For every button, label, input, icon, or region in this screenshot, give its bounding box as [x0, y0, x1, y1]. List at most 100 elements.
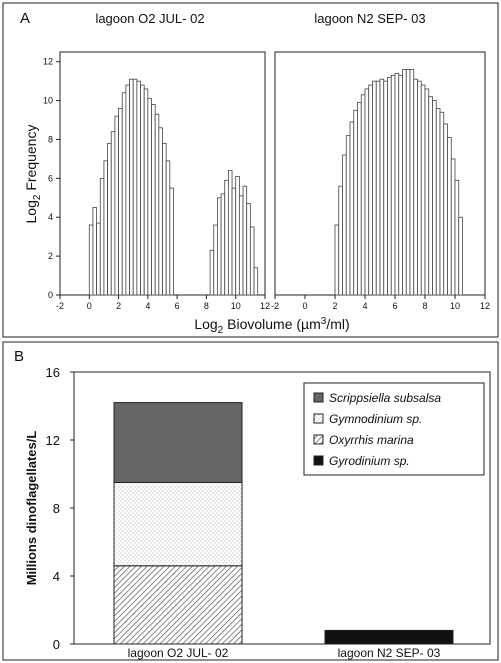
chart1-x-tick-label: 10: [231, 301, 241, 311]
chart2-bar: [394, 72, 400, 296]
chart1-bar: [220, 193, 226, 296]
chart3-legend-swatch: [313, 413, 324, 424]
chart2-bars: [334, 69, 463, 296]
chart1-bar: [121, 92, 127, 296]
chart1-bar: [143, 88, 149, 296]
chart1-y-axis-label: Log2 Frequency: [23, 125, 43, 224]
chart1-bar: [253, 267, 259, 296]
chart2-bar: [334, 224, 340, 296]
chart3-legend-swatch: [313, 455, 324, 466]
chart2-x-tick-label: 2: [332, 301, 337, 311]
chart3-legend-swatch: [313, 434, 324, 445]
chart1-x-tick-label: 0: [87, 301, 92, 311]
chart1-x-tick-label: 6: [175, 301, 180, 311]
chart2-bar: [338, 185, 343, 296]
chart1-bar: [132, 78, 138, 296]
chart2-bar: [435, 107, 441, 296]
chart1-bar: [213, 224, 218, 296]
chart1-bar: [246, 203, 251, 296]
chart1-bar: [217, 197, 222, 296]
chart1-bar: [154, 113, 160, 296]
chart1-bar: [92, 207, 98, 296]
chart1-bar: [88, 224, 94, 296]
chart2-bar: [439, 111, 445, 296]
chart1-bar: [103, 160, 108, 296]
chart-a-x-axis-label: Log2 Biovolume (µm3/ml): [194, 316, 349, 336]
chart1-y-tick-label: 4: [48, 212, 53, 222]
chart1-bar: [242, 185, 248, 296]
chart2-bar: [432, 100, 437, 296]
chart2-bar: [349, 121, 355, 296]
chart1-bar: [110, 131, 116, 296]
chart3-bar-segment: [324, 629, 454, 645]
chart3-y-tick-label: 16: [46, 365, 60, 380]
chart3-y-tick-label: 4: [53, 569, 60, 584]
chart1-bar: [118, 107, 123, 296]
chart1-bar: [140, 84, 145, 296]
chart1-y-tick-label: 6: [48, 173, 53, 183]
chart3-legend-label: Oxyrrhis marina: [329, 433, 414, 447]
chart2-bar: [398, 74, 403, 296]
chart1-bar: [147, 98, 152, 296]
chart2-bar: [357, 102, 362, 296]
chart3-y-axis-label: Millions dinoflagellates/L: [24, 431, 39, 586]
chart3-y-tick-label: 8: [53, 501, 60, 516]
chart2-bar: [409, 69, 415, 296]
chart3-bar-segment: [113, 402, 243, 484]
chart1-y-tick-label: 8: [48, 134, 53, 144]
chart1-x-tick-label: 12: [260, 301, 270, 311]
chart2-bar: [417, 80, 422, 296]
chart1-bars: [88, 78, 259, 296]
chart2-x-tick-label: 12: [480, 301, 490, 311]
chart3-bars: [113, 402, 454, 645]
chart1-bar: [235, 176, 240, 296]
chart2-bar: [420, 84, 426, 296]
chart1-y-tick-label: 12: [43, 57, 53, 67]
chart3-bar-segment: [113, 565, 243, 645]
chart1-bar: [227, 170, 233, 296]
chart3-category-label: lagoon N2 SEP- 03: [338, 646, 441, 660]
chart1-bar: [136, 80, 141, 296]
chart2-bar: [368, 84, 373, 296]
chart2-bar: [387, 76, 392, 296]
panel-b-frame: [2, 341, 499, 661]
panel-a-label: A: [20, 10, 30, 27]
chart2-bar: [405, 69, 411, 296]
chart1-bar: [169, 187, 174, 296]
chart2-bar: [353, 109, 358, 296]
chart3-legend-label: Gyrodinium sp.: [329, 454, 410, 468]
chart1-bar: [151, 104, 156, 296]
chart2-bar: [360, 94, 366, 296]
chart2-bar: [428, 96, 433, 296]
chart3-y-tick-label: 0: [53, 637, 60, 652]
chart3-y-tick-label: 12: [46, 433, 60, 448]
chart1-x-tick-label: -2: [56, 301, 64, 311]
chart1-bar: [249, 226, 255, 296]
chart2-bar: [443, 123, 448, 296]
chart1-bar: [158, 127, 163, 296]
chart1-bar: [99, 177, 105, 296]
chart1-bar: [231, 187, 237, 296]
chart2-bar: [424, 88, 430, 296]
chart2-bar: [342, 154, 347, 296]
chart2-title: lagoon N2 SEP- 03: [314, 11, 425, 26]
chart1-bar: [162, 142, 167, 296]
chart2-bar: [454, 179, 460, 296]
chart1-bar: [96, 222, 101, 296]
chart2-bar: [345, 135, 351, 296]
chart2-bar: [458, 216, 463, 296]
chart2-x-tick-label: 8: [422, 301, 427, 311]
chart1-bar: [209, 249, 215, 296]
chart1-x-tick-label: 8: [204, 301, 209, 311]
chart2-x-tick-label: 0: [302, 301, 307, 311]
chart3-category-label: lagoon O2 JUL- 02: [128, 646, 229, 660]
chart3-legend-box: [303, 382, 485, 476]
chart2-bar: [402, 69, 407, 296]
chart1-y-tick-label: 10: [43, 96, 53, 106]
chart3-legend: Scrippsiella subsalsa Gymnodinium sp. Oxyr…: [303, 382, 485, 476]
chart1-bar: [125, 84, 130, 296]
chart2-bar: [447, 137, 452, 296]
panel-a-frame: [2, 2, 499, 338]
chart3-legend-label: Gymnodinium sp.: [329, 412, 422, 426]
